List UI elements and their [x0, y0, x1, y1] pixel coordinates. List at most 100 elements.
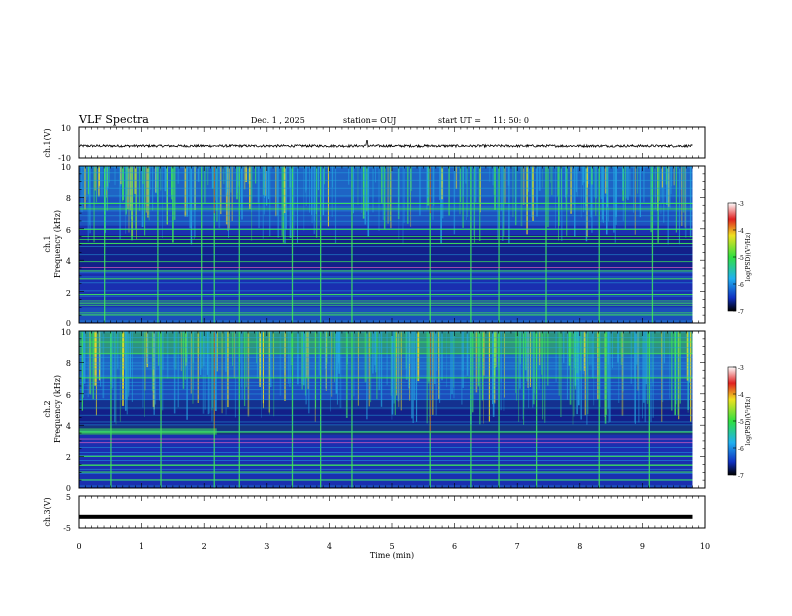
spectrogram-line: [79, 347, 693, 349]
spectrogram-streak: [256, 331, 258, 364]
spectrogram-streak: [519, 331, 521, 389]
spectrogram-streak: [591, 166, 593, 233]
spectrogram-line: [79, 239, 693, 240]
spectrogram-streak: [578, 331, 580, 406]
spectrogram-streak: [479, 166, 481, 213]
spectrogram-streak: [269, 166, 271, 237]
spectrogram-streak: [218, 166, 221, 228]
spectrogram-streak: [663, 166, 665, 223]
ch3-waveform-panel: 5 -5 ch.3(V): [43, 493, 706, 533]
spectrogram-streak: [259, 331, 261, 387]
spectrogram-streak: [405, 331, 408, 380]
ch1-spec-ytick-4: 4: [66, 257, 71, 266]
ch1-cb-tick-m7: -7: [738, 309, 744, 316]
spectrogram-streak: [247, 331, 250, 417]
spectrogram-streak: [391, 331, 394, 415]
spectrogram-strong-line: [79, 455, 693, 457]
spectrogram-streak: [149, 166, 151, 190]
spectrogram-streak: [446, 331, 448, 388]
spectrogram-streak: [587, 331, 589, 415]
spectrogram-line: [79, 187, 693, 189]
spectrogram-streak: [162, 331, 164, 370]
spectrogram-streak: [141, 166, 144, 227]
spectrogram-streak: [665, 166, 668, 185]
spectrogram-streak: [507, 166, 510, 186]
time-tick-labels: 0 1 2 3 4 5 6 7 8 9 10: [76, 542, 710, 551]
spectrogram-streak: [634, 166, 636, 235]
spectrogram-line: [79, 352, 693, 354]
spectrogram-streak: [675, 166, 677, 233]
spectrogram-streak: [580, 331, 582, 420]
spectrogram-streak: [580, 331, 582, 371]
ch2-cb-tick-m4: -4: [738, 392, 744, 399]
spectrogram-streak: [153, 331, 154, 369]
spectrogram-streak: [330, 331, 331, 412]
spectrogram-streak: [467, 166, 468, 217]
spectrogram-line: [79, 447, 693, 448]
spectrogram-streak: [526, 166, 528, 235]
spectrogram-streak: [264, 166, 267, 196]
spectrogram-streak: [652, 331, 654, 387]
spectrogram-streak: [633, 166, 634, 213]
spectrogram-streak: [634, 331, 636, 423]
ch2-colorbar-ticks: [733, 366, 736, 476]
spectrogram-line: [79, 272, 693, 274]
spectrogram-streak: [241, 331, 243, 400]
spectrogram-streak: [177, 166, 180, 184]
spectrogram-streak: [125, 331, 127, 411]
spectrogram-strong-line: [79, 377, 693, 379]
time-tick-label: 1: [139, 542, 144, 551]
spectrogram-streak: [99, 331, 101, 370]
spectrogram-sferic: [291, 166, 294, 323]
spectrogram-streak: [366, 331, 368, 420]
ch1-spec-ytick-6: 6: [66, 226, 71, 235]
spectrogram-streak: [171, 166, 173, 200]
spectrogram-streak: [574, 166, 576, 237]
spectrogram-line: [79, 381, 693, 383]
spectrogram-sferic: [598, 166, 600, 323]
spectrogram-streak: [555, 331, 557, 382]
spectrogram-streak: [684, 166, 687, 238]
spectrogram-streak: [297, 166, 298, 243]
spectrogram-streak: [660, 166, 662, 214]
spectrogram-streak: [228, 166, 230, 229]
ch1-spec-ytick-2: 2: [66, 289, 71, 298]
spectrogram-streak: [475, 166, 477, 203]
spectrogram-streak: [301, 331, 303, 390]
spectrogram-streak: [98, 166, 100, 197]
spectrogram-streak: [261, 331, 262, 418]
spectrogram-strong-line: [79, 208, 693, 210]
spectrogram-streak: [116, 331, 119, 369]
ch1-cb-tick-m5: -5: [738, 255, 744, 262]
spectrogram-streak: [98, 331, 101, 381]
spectrogram-streak: [331, 331, 333, 397]
spectrogram-streak: [164, 166, 167, 192]
ch2-cb-tick-m5: -5: [738, 419, 744, 426]
spectrogram-streak: [544, 331, 546, 423]
spectrogram-streak: [595, 166, 597, 199]
spectrogram-streak: [417, 331, 420, 382]
spectrogram-line: [79, 389, 693, 391]
spectrogram-streak: [646, 331, 649, 404]
spectrogram-streak: [129, 331, 131, 379]
spectrogram-sferic: [648, 331, 650, 488]
spectrogram-streak: [465, 166, 467, 184]
spectrogram-streak: [565, 166, 567, 198]
spectrogram-line: [79, 424, 693, 426]
spectrogram-streak: [219, 166, 222, 215]
spectrogram-line: [79, 236, 693, 237]
spectrogram-streak: [92, 331, 94, 400]
spectrogram-streak: [182, 331, 185, 389]
spectrogram-streak: [541, 331, 543, 375]
spectrogram-streak: [644, 331, 647, 423]
spectrogram-streak: [190, 331, 192, 377]
date-label: Dec. 1 , 2025: [251, 116, 305, 125]
spectrogram-streak: [666, 166, 668, 206]
spectrogram-sferic: [238, 331, 240, 488]
time-tick-label: 2: [202, 542, 207, 551]
spectrogram-line: [79, 246, 693, 247]
spectrogram-streak: [148, 166, 150, 203]
spectrogram-streak: [147, 166, 149, 218]
ch3-ytick-top: 5: [66, 493, 71, 502]
spectrogram-streak: [241, 331, 243, 388]
